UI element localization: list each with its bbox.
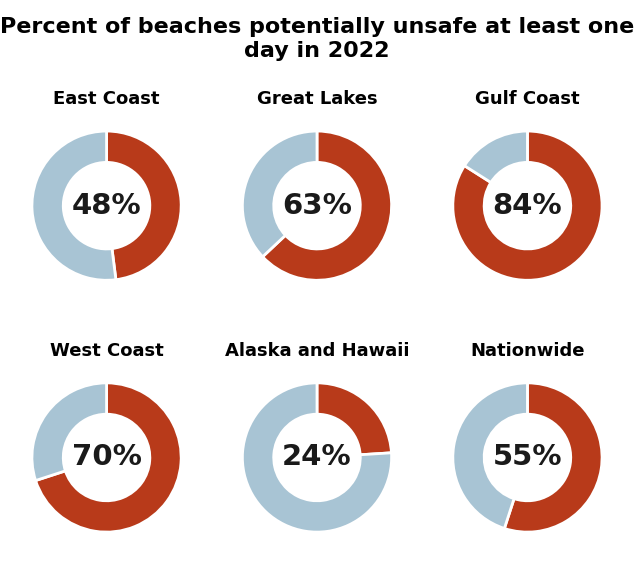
Wedge shape — [242, 383, 392, 532]
Text: 63%: 63% — [282, 192, 352, 220]
Text: 70%: 70% — [72, 443, 141, 472]
Title: Gulf Coast: Gulf Coast — [475, 90, 579, 108]
Wedge shape — [453, 383, 527, 528]
Wedge shape — [36, 383, 181, 532]
Title: Nationwide: Nationwide — [470, 342, 585, 360]
Wedge shape — [32, 383, 107, 481]
Title: East Coast: East Coast — [53, 90, 160, 108]
Text: 84%: 84% — [493, 192, 562, 220]
Title: West Coast: West Coast — [49, 342, 164, 360]
Wedge shape — [505, 383, 602, 532]
Text: Percent of beaches potentially unsafe at least one
day in 2022: Percent of beaches potentially unsafe at… — [0, 17, 634, 61]
Wedge shape — [453, 131, 602, 280]
Wedge shape — [107, 131, 181, 280]
Text: 24%: 24% — [282, 443, 352, 472]
Title: Great Lakes: Great Lakes — [257, 90, 377, 108]
Wedge shape — [465, 131, 527, 183]
Text: 55%: 55% — [493, 443, 562, 472]
Wedge shape — [317, 383, 391, 455]
Title: Alaska and Hawaii: Alaska and Hawaii — [224, 342, 410, 360]
Wedge shape — [32, 131, 116, 280]
Text: 48%: 48% — [72, 192, 141, 220]
Wedge shape — [242, 131, 317, 257]
Wedge shape — [262, 131, 392, 280]
